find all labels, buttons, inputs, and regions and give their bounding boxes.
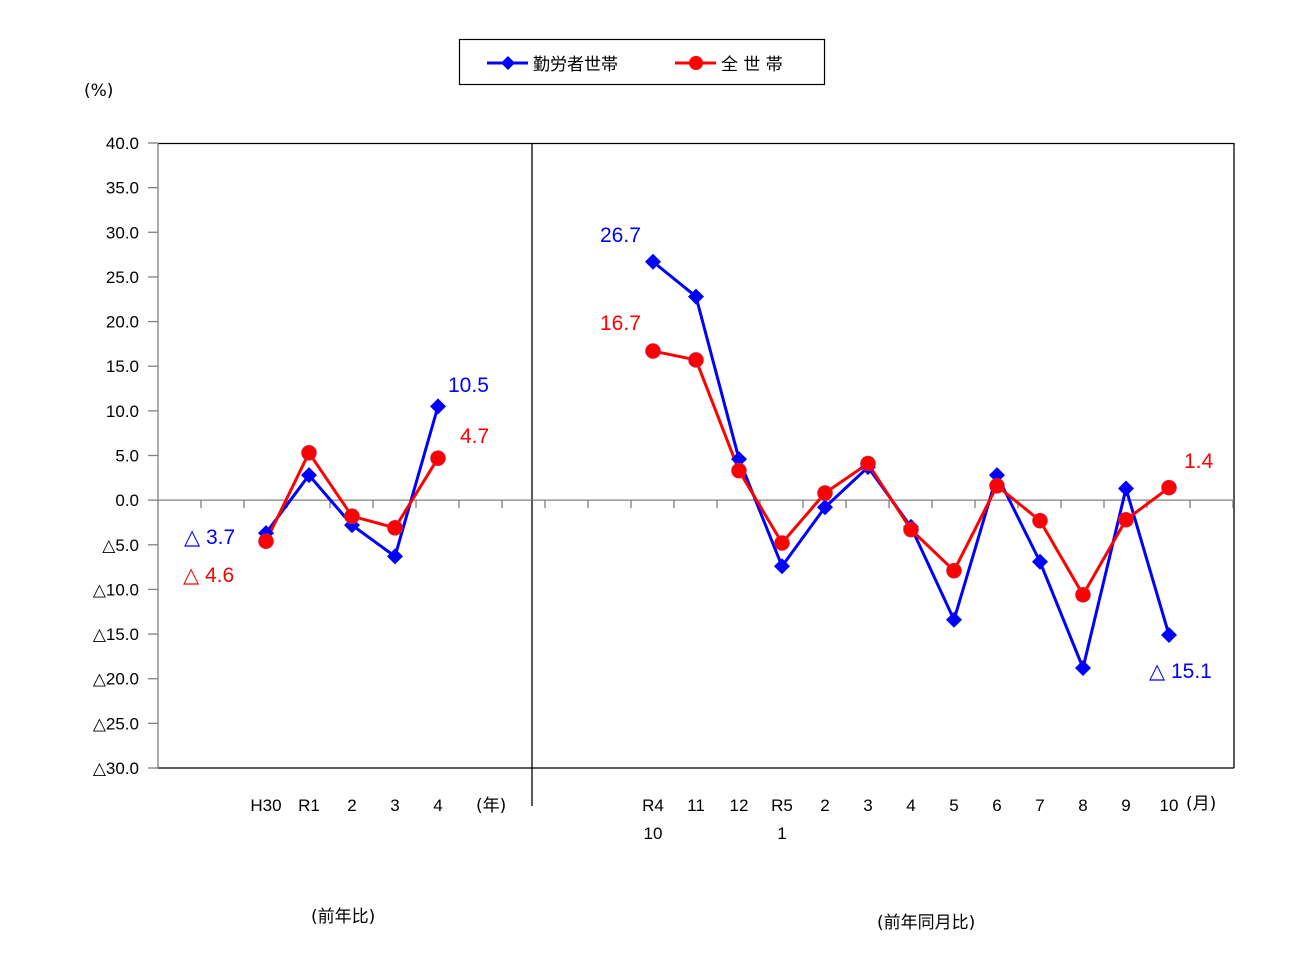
y-unit-label: (%) — [84, 81, 113, 101]
x-category-label: R5 — [771, 796, 793, 815]
x-category-label: 3 — [390, 796, 399, 815]
diamond-marker-icon — [774, 558, 790, 575]
annotation-workers-r5-10: △ 15.1 — [1149, 660, 1212, 683]
legend-item-all: 全 世 帯 — [675, 55, 783, 75]
diamond-marker-icon — [501, 56, 515, 70]
y-tick-label: △10.0 — [93, 580, 139, 599]
annotation-workers-h30: △ 3.7 — [184, 526, 235, 549]
series-line — [652, 260, 1171, 670]
annotation-all-r4: 4.7 — [460, 425, 489, 448]
x-category-label: 4 — [433, 796, 442, 815]
x-category-label: 2 — [820, 796, 829, 815]
diamond-marker-icon — [817, 499, 833, 516]
x-category-label: 5 — [949, 796, 958, 815]
right-unit-label: (月) — [1186, 794, 1216, 814]
circle-marker-icon — [774, 535, 790, 551]
legend: 勤労者世帯 全 世 帯 — [458, 38, 826, 86]
diamond-marker-icon — [430, 398, 446, 415]
diamond-marker-icon — [645, 253, 661, 270]
plot-area — [157, 142, 1235, 806]
diamond-marker-icon — [1118, 480, 1134, 497]
x-category-label: 12 — [730, 796, 749, 815]
diamond-marker-icon — [1032, 553, 1048, 570]
circle-marker-icon — [258, 533, 274, 550]
y-tick-label: 5.0 — [115, 447, 139, 466]
data-annotations: △ 3.7 △ 4.6 10.5 4.7 26.7 16.7 1.4 △ 15.… — [183, 224, 1214, 683]
annotation-all-r5-10: 1.4 — [1184, 450, 1214, 473]
x-category-label: R1 — [298, 796, 320, 815]
series-lines — [258, 253, 1177, 676]
diamond-marker-icon — [1161, 626, 1177, 643]
series-line — [652, 349, 1170, 597]
circle-marker-icon — [387, 520, 403, 536]
y-tick-label: 0.0 — [115, 491, 139, 510]
y-tick-label: 25.0 — [106, 268, 139, 287]
y-tick-label: 40.0 — [106, 134, 139, 153]
circle-marker-icon — [689, 56, 703, 70]
legend-item-workers: 勤労者世帯 — [487, 55, 618, 75]
circle-marker-icon — [1075, 586, 1091, 603]
circle-marker-icon — [1161, 479, 1177, 496]
y-tick-label: 30.0 — [106, 223, 139, 242]
circle-marker-icon — [688, 352, 704, 368]
x-category-label: R4 — [642, 796, 664, 815]
diamond-marker-icon — [688, 288, 704, 305]
x-category-label: 11 — [687, 796, 705, 815]
y-tick-label: 35.0 — [106, 179, 139, 198]
diamond-marker-icon — [1075, 660, 1091, 676]
annotation-workers-r4: 10.5 — [448, 374, 489, 397]
legend-label-all: 全 世 帯 — [721, 55, 783, 75]
diamond-marker-icon — [301, 467, 317, 484]
right-caption: (前年同月比) — [877, 913, 975, 933]
diamond-marker-icon — [989, 467, 1005, 484]
annotation-workers-r4-10: 26.7 — [600, 224, 641, 247]
y-tick-label: △20.0 — [93, 670, 139, 689]
y-tick-label: △25.0 — [93, 714, 139, 733]
x-category-label: 3 — [863, 796, 872, 815]
x-category-label: 6 — [992, 796, 1001, 815]
x-category-label: 10 — [1160, 796, 1179, 815]
circle-marker-icon — [645, 343, 661, 359]
circle-marker-icon — [1032, 512, 1048, 529]
circle-marker-icon — [817, 485, 833, 501]
y-tick-label: △5.0 — [102, 536, 139, 555]
circle-marker-icon — [1118, 511, 1134, 528]
diamond-marker-icon — [731, 451, 747, 468]
x-category-label: 8 — [1078, 796, 1087, 815]
annotation-all-r4-10: 16.7 — [600, 312, 641, 335]
x-ticks — [200, 500, 1234, 509]
diamond-marker-icon — [946, 611, 962, 628]
circle-marker-icon — [903, 521, 919, 538]
circle-marker-icon — [860, 455, 876, 472]
circle-marker-icon — [344, 508, 360, 525]
y-tick-label: △30.0 — [93, 759, 139, 778]
series-line — [264, 405, 440, 558]
x-category-label: 4 — [906, 796, 915, 815]
y-tick-label: △15.0 — [93, 625, 139, 644]
circle-marker-icon — [946, 562, 962, 579]
x-category-label: 7 — [1035, 796, 1044, 815]
x-category-label: 2 — [347, 796, 356, 815]
y-axis: 40.0 35.0 30.0 25.0 20.0 15.0 10.0 5.0 0.0 △5.0 △1… — [93, 134, 158, 778]
x-category-label: 10 — [644, 824, 663, 843]
circle-marker-icon — [989, 478, 1005, 494]
y-tick-label: 20.0 — [106, 313, 139, 332]
x-category-label: 1 — [777, 824, 786, 843]
left-caption: (前年比) — [311, 907, 375, 927]
diamond-marker-icon — [387, 548, 403, 565]
circle-marker-icon — [301, 445, 317, 461]
circle-marker-icon — [430, 450, 446, 466]
x-category-label: 9 — [1121, 796, 1130, 815]
annotation-all-h30: △ 4.6 — [183, 564, 234, 587]
legend-label-workers: 勤労者世帯 — [533, 55, 618, 75]
y-tick-label: 10.0 — [106, 402, 139, 421]
y-tick-label: 15.0 — [106, 357, 139, 376]
x-category-label: H30 — [250, 796, 281, 815]
circle-marker-icon — [731, 462, 747, 479]
left-unit-label: (年) — [476, 796, 506, 816]
